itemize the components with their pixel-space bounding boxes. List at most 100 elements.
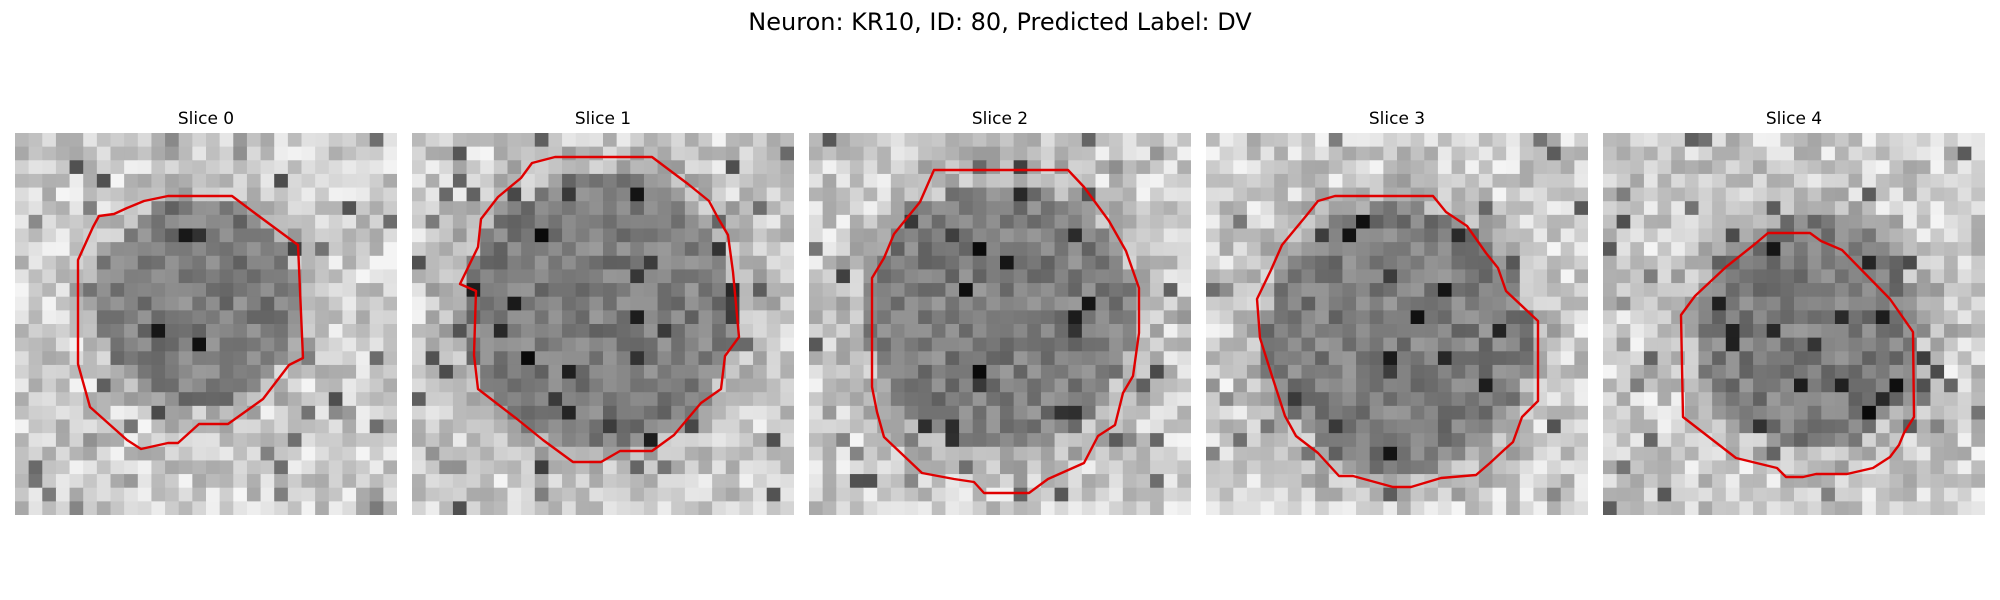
pixel [206,133,221,148]
pixel [684,310,700,325]
pixel [1328,378,1344,393]
pixel [630,201,645,216]
pixel [69,133,84,148]
pixel [739,133,754,148]
pixel [452,501,468,515]
pixel [137,405,153,421]
pixel [521,460,536,475]
pixel [1040,187,1056,202]
pixel [1027,501,1042,515]
pixel [562,487,577,502]
pixel [466,501,481,515]
pixel [1753,405,1768,421]
pixel [328,310,344,325]
pixel [1753,351,1768,366]
pixel [904,337,919,352]
pixel [836,433,851,448]
pixel [1930,419,1945,434]
pixel [534,324,550,339]
pixel [246,487,262,502]
pixel [1027,364,1042,380]
pixel [1122,405,1138,421]
pixel [1957,214,1972,230]
pixel [28,133,43,148]
pixel [1081,269,1097,284]
pixel [521,433,536,448]
pixel [1315,214,1330,230]
pixel [890,283,906,298]
pixel [1356,214,1371,230]
pixel [55,201,71,216]
pixel [931,337,947,352]
pixel [603,487,618,502]
pixel [274,242,289,257]
pixel [616,214,631,230]
pixel [1930,474,1945,489]
pixel [1081,433,1097,448]
pixel [1397,160,1412,175]
pixel [1437,255,1453,271]
pixel [1356,310,1371,325]
pixel [1163,228,1178,243]
pixel [383,146,397,161]
pixel [589,283,604,298]
pixel [1834,474,1850,489]
pixel [643,487,659,502]
pixel [1766,228,1781,243]
pixel [589,133,604,148]
pixel [328,242,344,257]
pixel [137,351,153,366]
pixel [534,310,550,325]
pixel [439,501,454,515]
pixel [630,364,645,380]
pixel [1506,487,1521,502]
pixel [1369,187,1384,202]
pixel [1013,214,1028,230]
pixel [753,487,768,502]
pixel [1657,337,1672,352]
pixel [959,214,974,230]
pixel [986,160,1001,175]
pixel [616,283,631,298]
pixel [1246,146,1262,161]
pixel [589,419,604,434]
pixel [616,242,631,257]
pixel [1369,214,1384,230]
pixel [15,146,30,161]
pixel [1219,173,1234,189]
pixel [1739,446,1754,462]
pixel [1410,487,1425,502]
pixel [822,487,837,502]
pixel [1875,133,1891,148]
pixel [206,364,221,380]
pixel [822,419,837,434]
pixel [1095,487,1110,502]
pixel [493,160,509,175]
pixel [698,187,713,202]
pixel [356,474,371,489]
pixel [1616,474,1631,489]
pixel [1712,501,1727,515]
slice-panel-4: Slice 4 [1603,108,1985,515]
pixel [246,283,262,298]
pixel [822,324,837,339]
pixel [412,405,427,421]
pixel [945,228,960,243]
pixel [739,446,754,462]
pixel [1301,160,1316,175]
pixel [83,173,98,189]
pixel [1766,310,1781,325]
pixel [1177,146,1191,161]
pixel [657,146,672,161]
pixel [616,296,631,311]
pixel [945,310,960,325]
pixel [1095,133,1110,148]
pixel [301,487,316,502]
pixel [246,501,262,515]
pixel [493,173,509,189]
pixel [1862,160,1877,175]
pixel [684,378,700,393]
pixel [369,474,384,489]
pixel [836,364,851,380]
pixel [1916,405,1932,421]
